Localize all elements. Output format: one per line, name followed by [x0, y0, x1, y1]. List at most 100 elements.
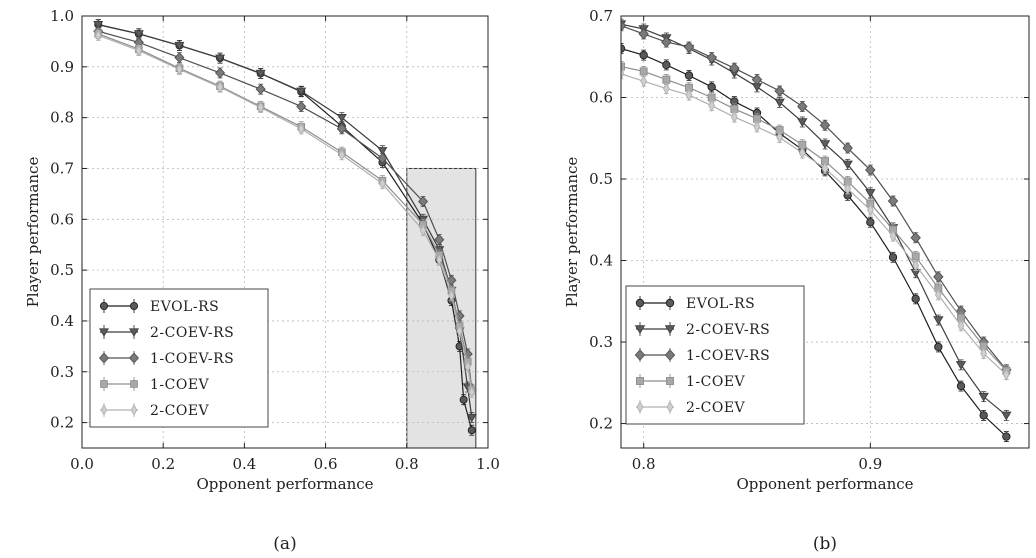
point-1-coev-rs: [819, 119, 831, 131]
legend-item-1-coev: 1-COEV: [636, 374, 746, 390]
point-2-coev: [980, 347, 988, 360]
point-evol-rs: [911, 294, 920, 304]
series-line-2-coev: [621, 73, 1007, 376]
legend-marker: [636, 377, 644, 385]
point-2-coev-rs: [797, 118, 808, 128]
point-2-coev-rs: [255, 69, 266, 79]
point-2-coev: [468, 386, 476, 399]
x-tick-label: 0.8: [632, 455, 656, 473]
point-2-coev-rs: [842, 160, 853, 170]
point-evol-rs: [639, 50, 648, 60]
point-1-coev-rs: [418, 196, 429, 208]
point-2-coev: [957, 319, 965, 332]
point-evol-rs: [684, 71, 694, 80]
legend-marker: [129, 328, 139, 337]
legend-marker: [634, 349, 646, 361]
legend-marker: [128, 352, 140, 364]
y-tick-label: 0.8: [50, 109, 74, 127]
x-tick-label: 0.9: [858, 455, 882, 473]
panel-a: 0.0 0.2 0.4 0.6 0.8 1.0 0.2 0.3 0.4 0.5 0.6 0.7 0.8 0…: [24, 7, 500, 554]
point-2-coev: [216, 81, 224, 94]
y-tick-label: 0.3: [589, 333, 613, 351]
y-tick-label: 0.6: [50, 210, 74, 228]
legend-marker: [634, 325, 646, 335]
legend-marker: [664, 325, 676, 335]
y-tick-label: 0.4: [589, 252, 613, 270]
point-2-coev: [448, 289, 455, 302]
x-tick-label: 1.0: [476, 455, 500, 473]
y-axis-label: Player performance: [24, 157, 42, 308]
legend-label: 1-COEV: [686, 374, 746, 390]
point-2-coev: [1002, 368, 1010, 381]
point-2-coev: [436, 253, 443, 266]
x-tick-label: 0.4: [232, 455, 256, 473]
point-2-coev: [464, 360, 471, 373]
legend-marker: [98, 352, 110, 364]
point-2-coev: [685, 88, 693, 102]
point-2-coev-rs: [93, 21, 104, 30]
series-group: [621, 18, 1012, 442]
y-tick-label: 0.7: [589, 7, 613, 25]
legend-label: 1-COEV: [150, 377, 210, 393]
point-2-coev-rs: [865, 189, 876, 198]
legend-marker: [635, 298, 645, 308]
point-2-coev: [776, 131, 784, 144]
legend-marker: [130, 404, 138, 416]
legend-item-2-coev: 2-COEV: [100, 403, 209, 419]
point-2-coev-rs: [819, 140, 831, 150]
y-tick-label: 1.0: [50, 7, 74, 25]
point-2-coev-rs: [774, 98, 785, 108]
y-tick-label: 0.2: [589, 415, 613, 433]
series-line-2-coev: [98, 34, 473, 393]
point-1-coev-rs: [842, 142, 853, 154]
point-1-coev-rs: [621, 20, 627, 32]
point-2-coev: [176, 63, 183, 76]
panel-caption: (a): [273, 534, 296, 554]
point-2-coev-rs: [296, 87, 307, 97]
point-evol-rs: [956, 381, 966, 391]
y-tick-label: 0.5: [50, 261, 74, 279]
point-2-coev: [379, 177, 386, 190]
legend-label: 1-COEV-RS: [150, 351, 234, 367]
point-1-coev-rs: [933, 271, 944, 283]
y-axis-label: Player performance: [563, 157, 581, 308]
point-2-coev: [338, 148, 346, 161]
y-tick-label: 0.5: [589, 170, 613, 188]
point-2-coev-rs: [215, 54, 226, 64]
point-2-coev-rs: [133, 30, 144, 39]
legend-label: 1-COEV-RS: [686, 348, 770, 364]
point-evol-rs: [662, 60, 671, 70]
point-1-coev: [621, 62, 625, 71]
legend-marker: [666, 400, 674, 414]
point-evol-rs: [866, 218, 875, 227]
point-2-coev: [730, 110, 738, 124]
legend-marker: [636, 400, 644, 414]
point-2-coev-rs: [933, 316, 944, 326]
point-2-coev: [912, 259, 920, 272]
point-2-coev: [934, 288, 942, 301]
legend-label: 2-COEV: [686, 400, 746, 416]
point-2-coev: [844, 182, 852, 196]
legend-marker: [130, 380, 138, 388]
plot-frame: [81, 15, 489, 449]
point-2-coev: [662, 82, 670, 95]
legend-label: EVOL-RS: [686, 296, 755, 312]
point-1-coev-rs: [706, 51, 717, 64]
point-2-coev: [640, 74, 648, 88]
panel-caption: (b): [813, 534, 837, 554]
point-1-coev-rs: [255, 83, 266, 95]
point-2-coev: [621, 67, 625, 81]
point-1-coev-rs: [865, 164, 876, 176]
legend-marker: [100, 404, 108, 416]
legend-item-2-coev-rs: 2-COEV-RS: [99, 325, 234, 341]
point-1-coev-rs: [910, 231, 921, 244]
point-1-coev: [911, 252, 920, 261]
point-2-coev: [257, 101, 264, 114]
point-2-coev-rs: [336, 114, 347, 123]
y-tick-label: 0.9: [50, 58, 74, 76]
x-axis-label: Opponent performance: [736, 475, 913, 493]
point-1-coev-rs: [215, 67, 226, 79]
legend-marker: [100, 380, 108, 388]
plot-frame: [620, 15, 1030, 449]
point-1-coev-rs: [751, 73, 763, 86]
